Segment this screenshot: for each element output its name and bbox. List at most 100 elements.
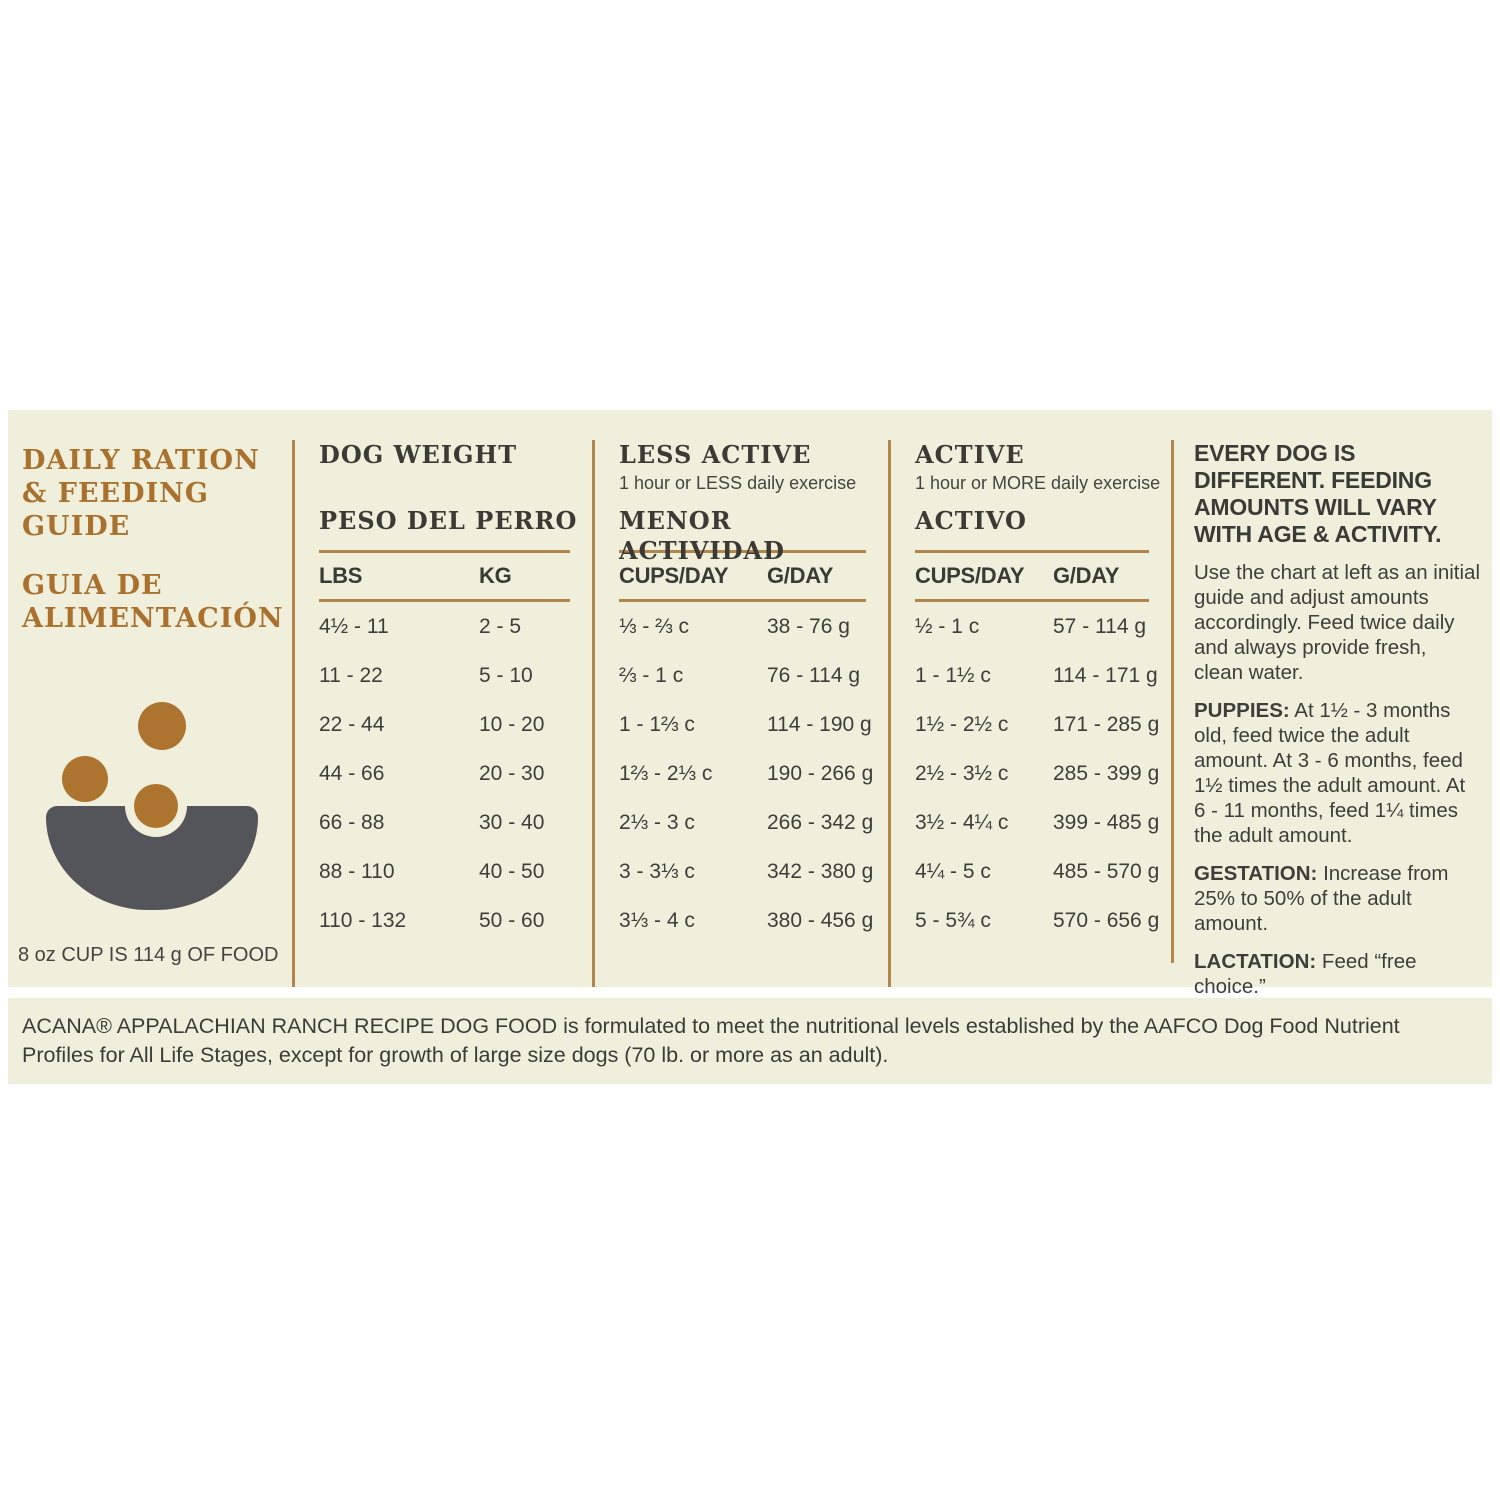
table-row: ⅔ - 1 c 76 - 114 g (619, 651, 888, 700)
cell-cups: 3½ - 4¼ c (915, 811, 1009, 834)
food-bowl-icon (46, 702, 266, 914)
cell-grams: 342 - 380 g (767, 860, 874, 883)
table-row: 3⅓ - 4 c 380 - 456 g (619, 896, 888, 945)
table-row: ⅓ - ⅔ c 38 - 76 g (619, 602, 888, 651)
cup-measure-note: 8 oz CUP IS 114 g OF FOOD (18, 944, 279, 966)
table-row: 44 - 66 20 - 30 (319, 749, 592, 798)
group-subtitle: 1 hour or MORE daily exercise (915, 473, 1161, 493)
table-row: 2½ - 3½ c 285 - 399 g (915, 749, 1171, 798)
panel-title-en: DAILY RATION & FEEDING GUIDE (22, 445, 260, 542)
horizontal-rule (915, 599, 1149, 602)
horizontal-rule (619, 550, 866, 553)
table-row: 110 - 132 50 - 60 (319, 896, 592, 945)
column-header-row: CUPS/DAY G/DAY (915, 553, 1171, 599)
group-title-es: PESO DEL PERRO (319, 506, 578, 535)
cell-grams: 38 - 76 g (767, 615, 850, 638)
cell-lbs: 4½ - 11 (319, 615, 389, 638)
cell-lbs: 110 - 132 (319, 909, 407, 932)
cell-grams: 57 - 114 g (1053, 615, 1147, 638)
table-row: 1 - 1½ c 114 - 171 g (915, 651, 1171, 700)
table-row: 66 - 88 30 - 40 (319, 798, 592, 847)
cell-grams: 171 - 285 g (1053, 713, 1160, 736)
cell-cups: 2⅓ - 3 c (619, 811, 695, 834)
cell-grams: 114 - 190 g (767, 713, 872, 736)
cell-lbs: 66 - 88 (319, 811, 385, 834)
table-group-less-active: LESS ACTIVE 1 hour or LESS daily exercis… (592, 440, 888, 987)
table-row: 1 - 1⅔ c 114 - 190 g (619, 700, 888, 749)
aafco-statement-panel: ACANA® APPALACHIAN RANCH RECIPE DOG FOOD… (8, 998, 1492, 1084)
cell-cups: 1 - 1⅔ c (619, 713, 695, 736)
table-row: 2⅓ - 3 c 266 - 342 g (619, 798, 888, 847)
group-title-es: ACTIVO (915, 506, 1027, 535)
table-row: 11 - 22 5 - 10 (319, 651, 592, 700)
cell-grams: 380 - 456 g (767, 909, 874, 932)
table-row: 22 - 44 10 - 20 (319, 700, 592, 749)
cell-grams: 285 - 399 g (1053, 762, 1160, 785)
advice-puppies: PUPPIES: At 1½ - 3 months old, feed twic… (1194, 698, 1480, 848)
table-group-active: ACTIVE 1 hour or MORE daily exercise ACT… (888, 440, 1171, 987)
panel-title-es: GUIA DE ALIMENTACIÓN (22, 570, 284, 634)
cell-cups: 1 - 1½ c (915, 664, 991, 687)
col-header-lbs: LBS (319, 563, 363, 588)
kibble-dot-icon (62, 756, 108, 802)
col-header-g-day: G/DAY (767, 563, 834, 588)
col-header-cups-day: CUPS/DAY (915, 563, 1025, 588)
group-header: ACTIVE 1 hour or MORE daily exercise ACT… (915, 440, 1171, 550)
table-group-dog-weight: DOG WEIGHT PESO DEL PERRO LBS KG 4½ - 11… (292, 440, 592, 987)
cell-lbs: 88 - 110 (319, 860, 395, 883)
horizontal-rule (619, 599, 866, 602)
table-row: 1⅔ - 2⅓ c 190 - 266 g (619, 749, 888, 798)
cell-kg: 30 - 40 (479, 811, 545, 834)
group-subtitle (319, 470, 592, 496)
table-row: 4¼ - 5 c 485 - 570 g (915, 847, 1171, 896)
cell-grams: 266 - 342 g (767, 811, 874, 834)
table-row: 1½ - 2½ c 171 - 285 g (915, 700, 1171, 749)
puppies-label: PUPPIES: (1194, 699, 1290, 722)
cell-cups: 1⅔ - 2⅓ c (619, 762, 713, 785)
group-title-es: MENOR ACTIVIDAD (619, 506, 785, 565)
cell-cups: 4¼ - 5 c (915, 860, 991, 883)
col-header-kg: KG (479, 563, 512, 588)
column-header-row: CUPS/DAY G/DAY (619, 553, 888, 599)
cell-cups: 3 - 3⅓ c (619, 860, 695, 883)
table-row: 5 - 5¾ c 570 - 656 g (915, 896, 1171, 945)
advice-intro: Use the chart at left as an initial guid… (1194, 561, 1481, 684)
table-row: 3 - 3⅓ c 342 - 380 g (619, 847, 888, 896)
kibble-dot-icon (134, 784, 178, 828)
cell-grams: 190 - 266 g (767, 762, 874, 785)
cell-grams: 485 - 570 g (1053, 860, 1160, 883)
table-row: 88 - 110 40 - 50 (319, 847, 592, 896)
cell-cups: ½ - 1 c (915, 615, 980, 638)
cell-cups: 3⅓ - 4 c (619, 909, 695, 932)
cell-cups: ⅔ - 1 c (619, 664, 684, 687)
feeding-guide-panel: DAILY RATION & FEEDING GUIDE GUIA DE ALI… (8, 410, 1492, 998)
cell-grams: 399 - 485 g (1053, 811, 1160, 834)
cell-lbs: 22 - 44 (319, 713, 385, 736)
cell-lbs: 44 - 66 (319, 762, 385, 785)
cell-kg: 50 - 60 (479, 909, 545, 932)
column-header-row: LBS KG (319, 553, 592, 599)
group-subtitle: 1 hour or LESS daily exercise (619, 473, 857, 493)
cell-kg: 10 - 20 (479, 713, 545, 736)
group-title-en: ACTIVE (915, 440, 1025, 469)
table-row: 4½ - 11 2 - 5 (319, 602, 592, 651)
puppies-text: At 1½ - 3 months old, feed twice the adu… (1194, 699, 1466, 847)
cell-grams: 570 - 656 g (1053, 909, 1160, 932)
cell-cups: ⅓ - ⅔ c (619, 615, 690, 638)
table-row: 3½ - 4¼ c 399 - 485 g (915, 798, 1171, 847)
cell-grams: 114 - 171 g (1053, 664, 1158, 687)
kibble-dot-icon (138, 702, 186, 750)
aafco-statement-text: ACANA® APPALACHIAN RANCH RECIPE DOG FOOD… (22, 1014, 1400, 1067)
advice-lactation: LACTATION: Feed “free choice.” (1194, 949, 1480, 999)
cell-kg: 40 - 50 (479, 860, 545, 883)
horizontal-rule (915, 550, 1149, 553)
feeding-advice-column: EVERY DOG IS DIFFERENT. FEEDING AMOUNTS … (1171, 440, 1492, 998)
cell-cups: 5 - 5¾ c (915, 909, 991, 932)
advice-heading: EVERY DOG IS DIFFERENT. FEEDING AMOUNTS … (1194, 440, 1442, 547)
col-header-cups-day: CUPS/DAY (619, 563, 729, 588)
table-row: ½ - 1 c 57 - 114 g (915, 602, 1171, 651)
col-header-g-day: G/DAY (1053, 563, 1120, 588)
cell-kg: 2 - 5 (479, 615, 522, 638)
cell-grams: 76 - 114 g (767, 664, 861, 687)
cell-kg: 5 - 10 (479, 664, 533, 687)
